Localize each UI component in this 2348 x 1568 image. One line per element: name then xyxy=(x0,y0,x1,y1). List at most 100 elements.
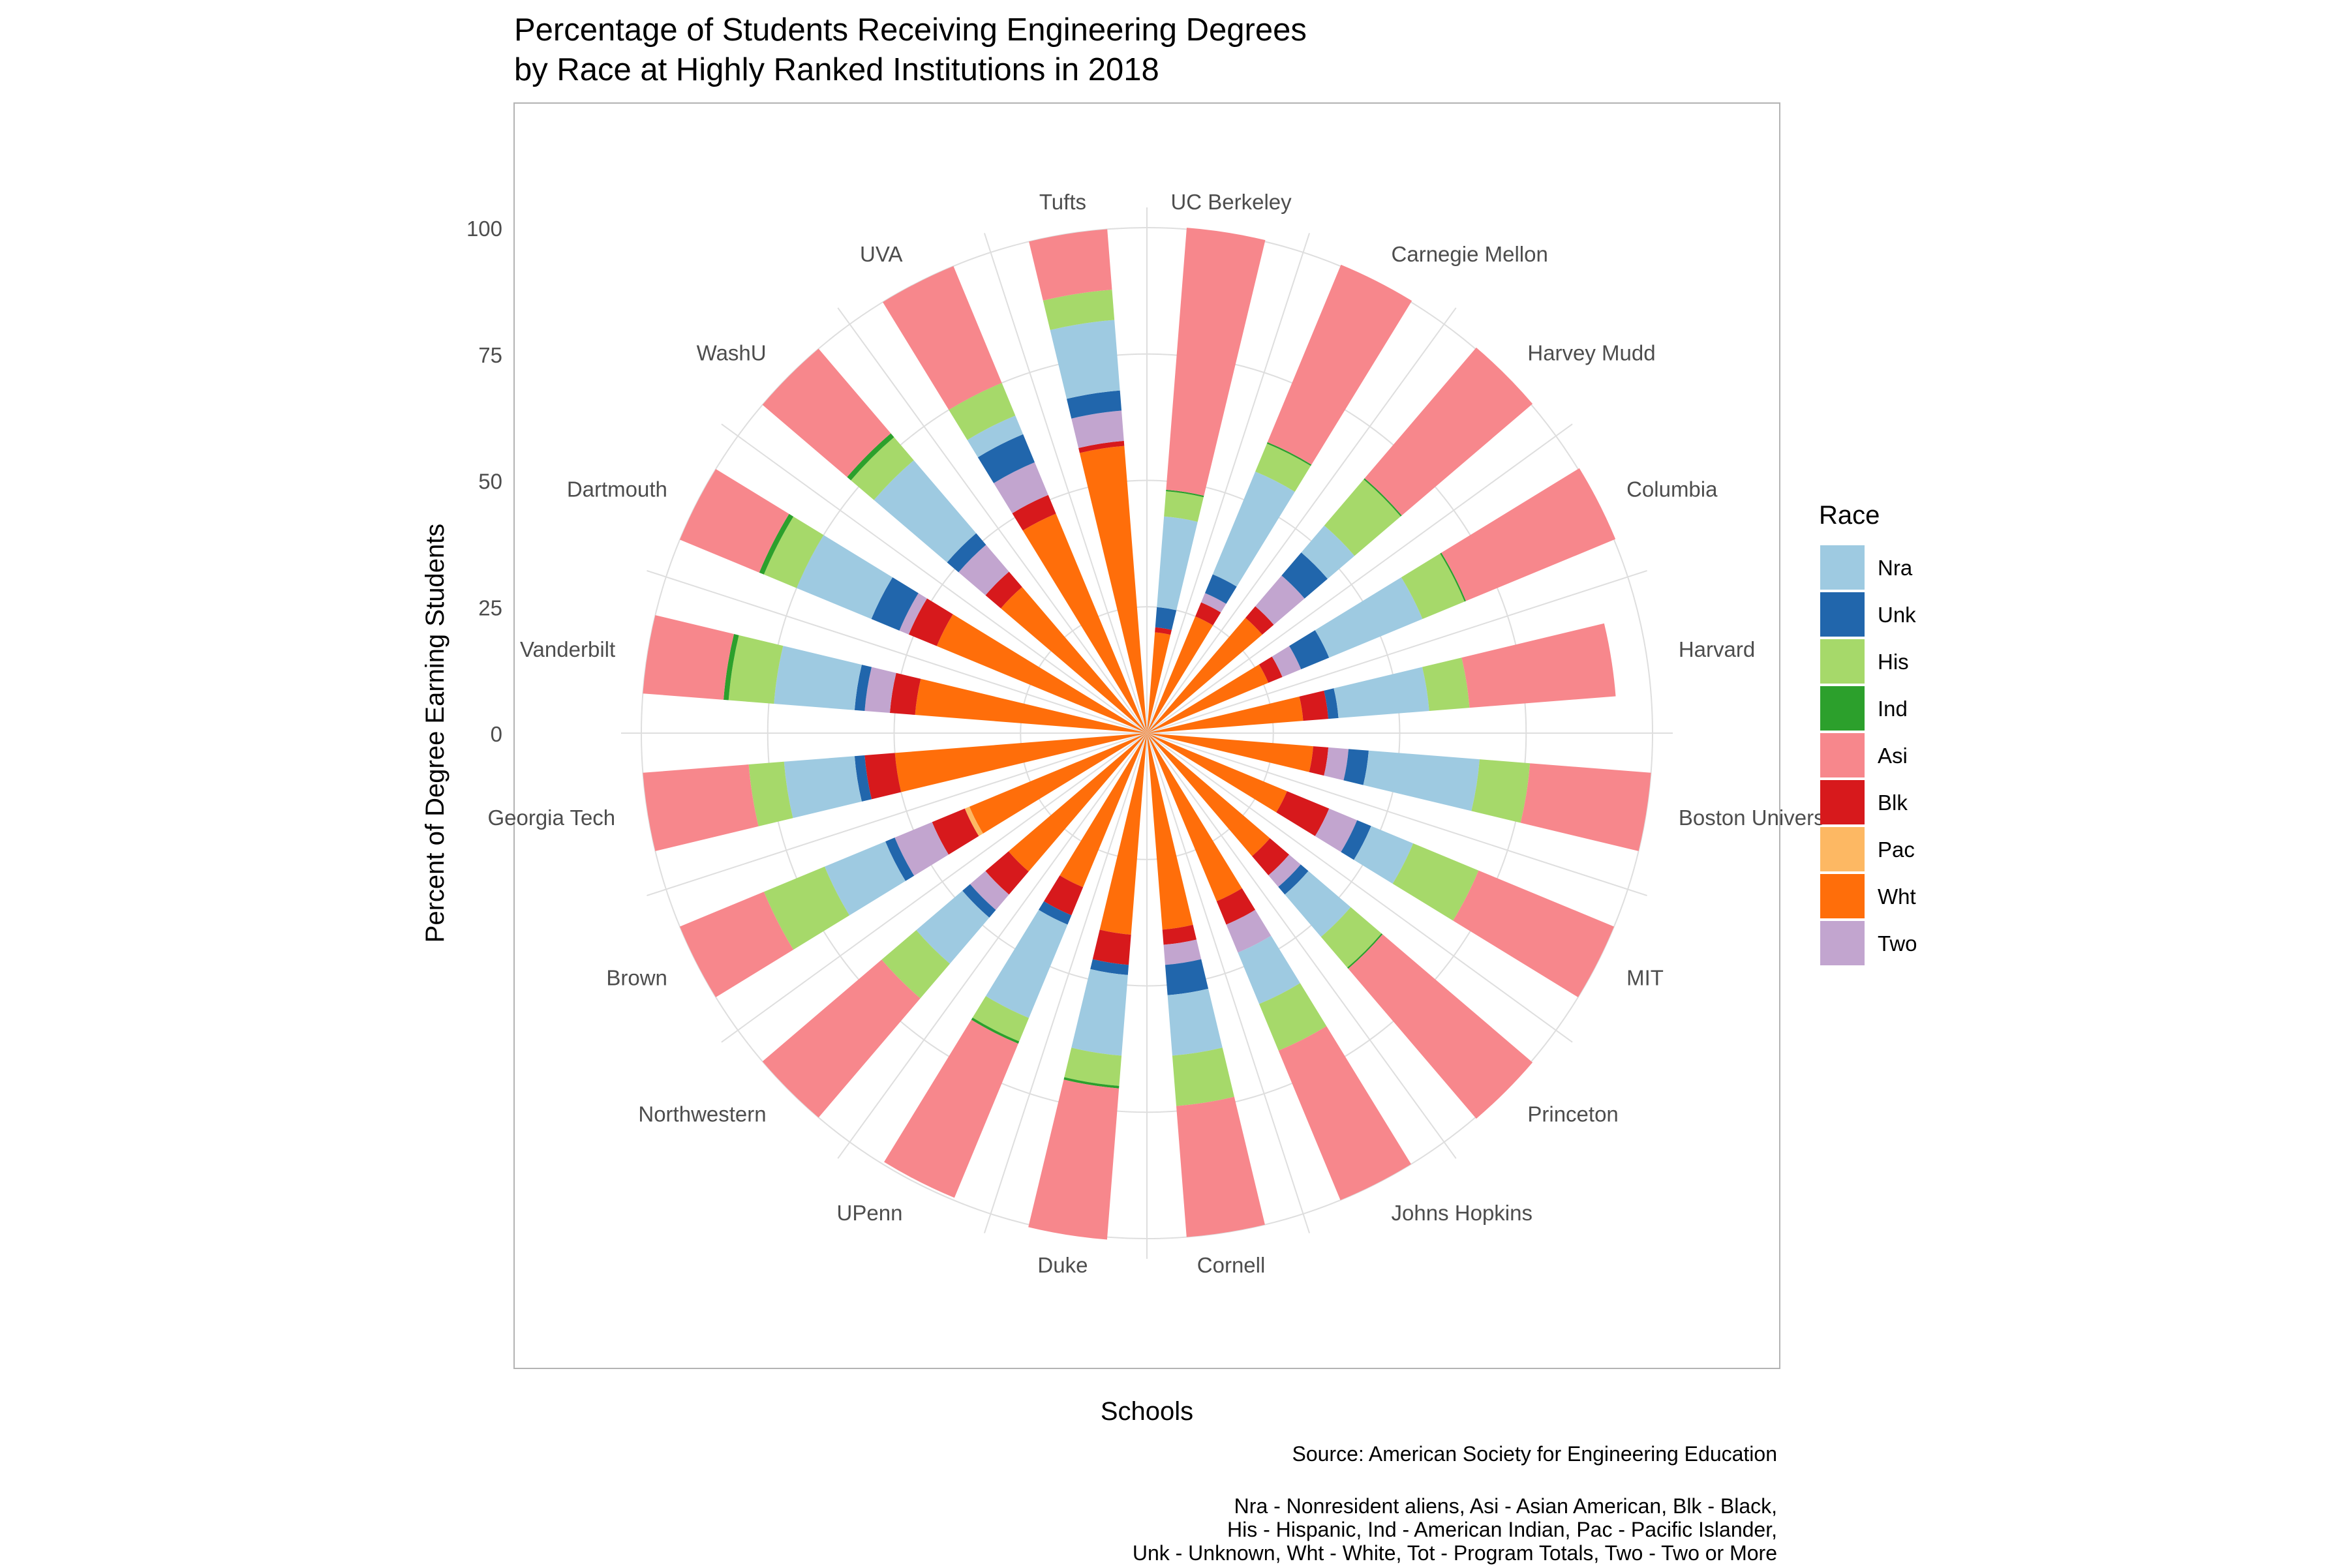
school-label-brown: Brown xyxy=(606,966,667,990)
school-label-harvard: Harvard xyxy=(1679,637,1755,661)
bar-segment-brown-asi xyxy=(679,892,794,997)
school-label-uva: UVA xyxy=(860,242,902,266)
bar-segment-johns-hopkins-blk xyxy=(1216,888,1256,925)
school-label-washu: WashU xyxy=(697,341,767,365)
bar-segment-dartmouth-ind xyxy=(759,513,794,575)
bar-harvey-mudd xyxy=(1147,347,1533,733)
bar-segment-mit-nra xyxy=(1354,826,1414,884)
bar-segment-harvey-mudd-blk xyxy=(1245,606,1274,635)
school-label-columbia: Columbia xyxy=(1626,477,1718,501)
grid-spoke xyxy=(721,423,1148,734)
bar-segment-northwestern-his xyxy=(881,929,951,999)
bar-segment-georgia-tech-asi xyxy=(643,764,759,851)
school-label-johns-hopkins: Johns Hopkins xyxy=(1392,1201,1532,1225)
school-label-carnegie-mellon: Carnegie Mellon xyxy=(1392,242,1548,266)
bar-mit xyxy=(1147,733,1615,997)
bar-segment-dartmouth-his xyxy=(763,516,824,588)
legend-label-asi: Asi xyxy=(1878,744,1908,768)
caption-line-4: Unk - Unknown, Wht - White, Tot - Progra… xyxy=(1133,1541,1777,1565)
legend-key-his xyxy=(1820,639,1865,684)
grid-spoke xyxy=(1146,423,1573,734)
bar-segment-mit-blk xyxy=(1276,791,1330,836)
caption: Source: American Society for Engineering… xyxy=(1133,1442,1777,1565)
bar-segment-upenn-nra xyxy=(985,909,1068,1018)
bar-segment-duke-asi xyxy=(1028,1079,1120,1240)
legend-label-wht: Wht xyxy=(1878,884,1916,909)
y-tick-label-100: 100 xyxy=(466,217,502,241)
caption-source: Source: American Society for Engineering… xyxy=(1292,1442,1777,1466)
bar-segment-washu-asi xyxy=(762,348,891,477)
bar-segment-boston-univers-unk xyxy=(1343,749,1369,785)
chart-title-line-2: by Race at Highly Ranked Institutions in… xyxy=(514,52,1159,87)
grid-spoke xyxy=(1146,732,1311,1233)
bar-segment-boston-univers-asi xyxy=(1520,763,1651,851)
bar-segment-northwestern-two xyxy=(969,871,1009,911)
bar-princeton xyxy=(1147,733,1533,1119)
bar-segment-washu-nra xyxy=(874,460,977,563)
legend-label-two: Two xyxy=(1878,931,1917,956)
bar-segment-mit-asi xyxy=(1453,870,1615,997)
school-label-upenn: UPenn xyxy=(837,1201,903,1225)
bar-segment-harvard-asi xyxy=(1461,623,1616,708)
bar-harvard xyxy=(1147,623,1616,733)
bar-brown xyxy=(679,733,1147,997)
bar-segment-vanderbilt-asi xyxy=(643,615,734,700)
caption-line-3: His - Hispanic, Ind - American Indian, P… xyxy=(1227,1518,1777,1541)
grid-spoke xyxy=(983,233,1148,734)
bar-dartmouth xyxy=(679,469,1147,733)
bar-segment-dartmouth-two xyxy=(899,593,927,635)
school-label-cornell: Cornell xyxy=(1197,1253,1266,1277)
bar-segment-cornell-nra xyxy=(1167,988,1223,1056)
bar-segment-georgia-tech-blk xyxy=(864,753,902,800)
bar-segment-washu-blk xyxy=(985,571,1022,609)
bar-segment-washu-wht xyxy=(1001,587,1147,733)
x-axis-label: Schools xyxy=(1101,1397,1193,1426)
bar-segment-harvey-mudd-ind xyxy=(1364,478,1402,517)
bar-segment-harvard-nra xyxy=(1334,667,1429,718)
caption-line-2: Nra - Nonresident aliens, Asi - Asian Am… xyxy=(1234,1494,1777,1518)
bar-tufts xyxy=(1029,229,1147,733)
bar-segment-duke-unk xyxy=(1090,959,1129,975)
bar-segment-brown-nra xyxy=(824,841,906,916)
bar-segment-brown-his xyxy=(763,866,850,950)
bar-segment-uc-berkeley-asi xyxy=(1166,228,1266,496)
legend-label-pac: Pac xyxy=(1878,837,1915,862)
bar-segment-northwestern-wht xyxy=(1008,733,1147,872)
bar-segment-uc-berkeley-blk xyxy=(1155,627,1172,635)
bar-segment-carnegie-mellon-his xyxy=(1255,444,1311,492)
legend-label-unk: Unk xyxy=(1878,603,1916,627)
bar-segment-tufts-his xyxy=(1043,290,1115,331)
bar-segment-columbia-ind xyxy=(1440,552,1467,602)
bar-segment-upenn-unk xyxy=(1038,901,1072,925)
bar-segment-uc-berkeley-unk xyxy=(1155,607,1177,630)
bar-uc-berkeley xyxy=(1147,228,1266,733)
bar-segment-columbia-nra xyxy=(1315,577,1423,658)
bar-segment-cornell-asi xyxy=(1176,1096,1265,1237)
bar-segment-brown-unk xyxy=(885,837,915,881)
legend-key-wht xyxy=(1820,874,1865,918)
bar-segment-uva-wht xyxy=(1022,513,1147,733)
bar-segment-northwestern-asi xyxy=(762,959,921,1118)
legend-key-nra xyxy=(1820,545,1865,590)
grid-spoke xyxy=(1146,569,1647,734)
bar-segment-washu-his xyxy=(851,437,914,500)
bar-segment-duke-wht xyxy=(1099,733,1147,935)
grid-spoke xyxy=(1146,233,1311,734)
bar-segment-carnegie-mellon-nra xyxy=(1212,472,1295,587)
bar-segment-columbia-his xyxy=(1401,553,1465,620)
bar-segment-uva-two xyxy=(994,462,1048,513)
legend-label-blk: Blk xyxy=(1878,791,1908,815)
legend: Race Nra Unk His Ind Asi Blk Pac Wht Two xyxy=(1819,501,1917,965)
school-label-duke: Duke xyxy=(1037,1253,1088,1277)
school-label-princeton: Princeton xyxy=(1527,1102,1618,1126)
bar-segment-carnegie-mellon-blk xyxy=(1195,602,1221,626)
y-axis-label: Percent of Degree Earning Students xyxy=(421,524,450,943)
grid-spoke xyxy=(721,732,1148,1043)
bar-segment-washu-two xyxy=(958,545,1009,596)
legend-key-two xyxy=(1820,921,1865,965)
bar-segment-upenn-his xyxy=(972,996,1029,1042)
bar-segment-uc-berkeley-his xyxy=(1164,491,1204,522)
bar-segment-boston-univers-wht xyxy=(1147,733,1313,772)
bar-segment-columbia-blk xyxy=(1258,656,1283,683)
bar-segment-uva-his xyxy=(949,382,1016,440)
